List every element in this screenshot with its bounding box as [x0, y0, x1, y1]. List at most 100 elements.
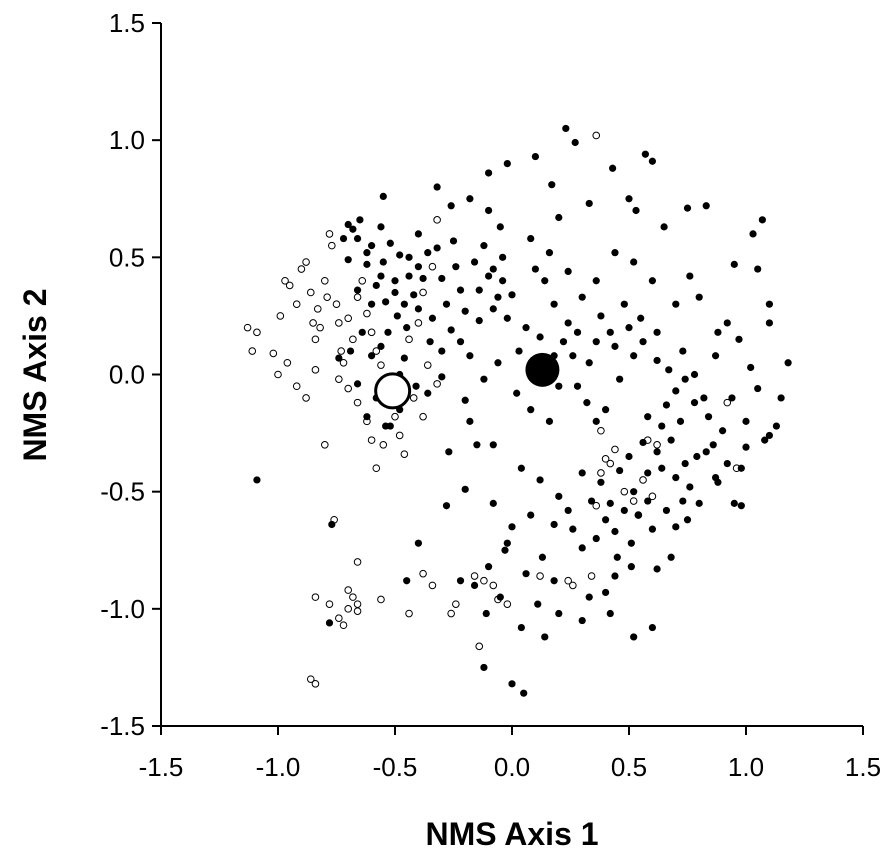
filled-data-point	[579, 544, 586, 551]
filled-data-point	[621, 507, 628, 514]
filled-data-point	[642, 151, 649, 158]
open-data-point	[378, 596, 385, 603]
open-data-point	[429, 582, 436, 589]
filled-data-point	[387, 240, 394, 247]
filled-data-point	[541, 277, 548, 284]
filled-data-point	[536, 333, 543, 340]
filled-data-point	[480, 242, 487, 249]
x-tick-label: 0.0	[494, 752, 530, 782]
filled-data-point	[691, 399, 698, 406]
open-data-point	[471, 573, 478, 580]
open-data-point	[368, 437, 375, 444]
filled-data-point	[345, 221, 352, 228]
filled-data-point	[679, 497, 686, 504]
filled-data-point	[663, 507, 670, 514]
filled-data-point	[644, 413, 651, 420]
filled-data-point	[628, 540, 635, 547]
filled-data-point	[586, 359, 593, 366]
y-tick-label: -1.0	[100, 594, 145, 624]
open-data-point	[312, 367, 319, 374]
open-data-point	[350, 594, 357, 601]
filled-data-point	[424, 249, 431, 256]
open-data-point	[354, 399, 361, 406]
filled-data-point	[373, 282, 380, 289]
filled-data-point	[668, 554, 675, 561]
filled-data-point	[653, 357, 660, 364]
filled-data-point	[434, 244, 441, 251]
filled-data-point	[649, 624, 656, 631]
filled-data-point	[368, 301, 375, 308]
filled-data-point	[551, 301, 558, 308]
open-data-point	[612, 446, 619, 453]
filled-data-point	[686, 272, 693, 279]
open-data-point	[429, 263, 436, 270]
x-tick-label: -1.5	[139, 752, 184, 782]
open-data-point	[275, 371, 282, 378]
open-data-point	[354, 559, 361, 566]
filled-data-point	[499, 277, 506, 284]
filled-data-point	[630, 633, 637, 640]
data-points	[244, 125, 791, 697]
filled-data-point	[663, 401, 670, 408]
filled-data-point	[628, 563, 635, 570]
filled-data-point	[583, 399, 590, 406]
filled-data-point	[747, 364, 754, 371]
open-data-point	[324, 294, 331, 301]
open-data-point	[593, 132, 600, 139]
open-data-point	[329, 242, 336, 249]
filled-data-point	[527, 511, 534, 518]
open-data-point	[476, 643, 483, 650]
open-data-point	[434, 381, 441, 388]
filled-data-point	[504, 540, 511, 547]
filled-data-point	[356, 216, 363, 223]
open-data-point	[420, 289, 427, 296]
filled-data-point	[579, 617, 586, 624]
filled-data-point	[490, 441, 497, 448]
filled-data-point	[508, 680, 515, 687]
filled-data-point	[778, 394, 785, 401]
filled-data-point	[476, 317, 483, 324]
filled-data-point	[773, 422, 780, 429]
filled-data-point	[653, 565, 660, 572]
open-data-point	[373, 465, 380, 472]
filled-data-point	[672, 301, 679, 308]
filled-data-point	[490, 500, 497, 507]
filled-data-point	[696, 500, 703, 507]
filled-data-point	[661, 223, 668, 230]
filled-data-point	[427, 338, 434, 345]
filled-data-point	[738, 465, 745, 472]
filled-data-point	[616, 467, 623, 474]
filled-data-point	[380, 258, 387, 265]
filled-data-point	[658, 465, 665, 472]
filled-data-point	[625, 324, 632, 331]
filled-data-point	[579, 294, 586, 301]
open-data-point	[303, 395, 310, 402]
filled-data-point	[609, 165, 616, 172]
filled-data-point	[359, 329, 366, 336]
filled-data-point	[450, 237, 457, 244]
filled-data-point	[761, 437, 768, 444]
filled-data-point	[719, 427, 726, 434]
filled-data-point	[696, 294, 703, 301]
filled-data-point	[611, 528, 618, 535]
open-data-point	[286, 282, 293, 289]
x-tick-label: -0.5	[373, 752, 418, 782]
filled-data-point	[527, 406, 534, 413]
filled-data-point	[497, 223, 504, 230]
filled-data-point	[703, 202, 710, 209]
filled-data-point	[448, 326, 455, 333]
filled-data-point	[480, 664, 487, 671]
filled-data-point	[625, 195, 632, 202]
filled-data-point	[483, 610, 490, 617]
open-data-point	[326, 231, 333, 238]
open-data-point	[317, 324, 324, 331]
filled-data-point	[653, 448, 660, 455]
filled-data-point	[534, 601, 541, 608]
filled-data-point	[471, 258, 478, 265]
filled-data-point	[443, 301, 450, 308]
filled-data-point	[625, 453, 632, 460]
open-data-point	[293, 301, 300, 308]
filled-data-point	[714, 479, 721, 486]
filled-data-point	[632, 207, 639, 214]
